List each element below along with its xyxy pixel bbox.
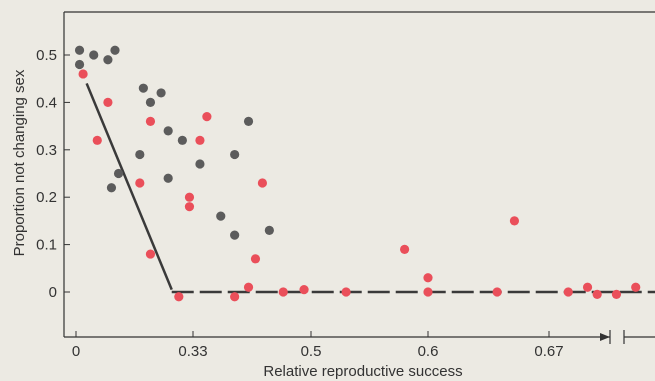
data-point-red xyxy=(184,202,195,212)
y-tick-label: 0 xyxy=(49,284,57,301)
trend-lines xyxy=(85,82,655,294)
data-point-gray xyxy=(195,159,205,169)
y-tick-label: 0.5 xyxy=(36,47,57,64)
fit-line-solid xyxy=(85,82,173,291)
data-point-red xyxy=(631,282,641,292)
data-point-red xyxy=(243,282,254,292)
data-point-gray xyxy=(156,88,166,98)
data-point-red xyxy=(202,112,212,122)
x-tick-label: 0.33 xyxy=(178,343,207,360)
data-point-red xyxy=(250,254,261,264)
data-point-red xyxy=(78,69,88,79)
data-point-gray xyxy=(135,149,145,160)
data-point-red xyxy=(509,216,520,226)
data-point-gray xyxy=(177,135,187,145)
data-point-gray xyxy=(113,168,124,179)
axis-arrow-icon xyxy=(600,333,610,341)
data-points xyxy=(74,45,641,302)
data-point-red xyxy=(195,135,205,145)
data-point-red xyxy=(582,282,593,292)
data-point-red xyxy=(611,289,622,299)
y-axis-title: Proportion not changing sex xyxy=(11,69,28,256)
data-point-red xyxy=(103,97,113,107)
data-point-red xyxy=(184,192,195,202)
data-point-gray xyxy=(110,45,120,55)
y-tick-label: 0.2 xyxy=(36,189,57,206)
y-tick-label: 0.3 xyxy=(36,142,57,159)
x-tick-label: 0.6 xyxy=(418,343,439,360)
data-point-gray xyxy=(230,149,240,160)
data-point-red xyxy=(230,292,240,302)
y-axis: 0 0.1 0.2 0.3 0.4 0.5 xyxy=(36,47,70,301)
data-point-red xyxy=(341,287,351,297)
data-point-gray xyxy=(145,97,156,107)
x-tick-label: 0 xyxy=(72,343,80,360)
data-point-gray xyxy=(89,50,99,60)
x-axis: 0 0.33 0.5 0.6 0.67 xyxy=(72,331,564,360)
data-point-red xyxy=(592,289,602,299)
data-point-gray xyxy=(103,55,113,65)
data-point-gray xyxy=(230,230,240,240)
data-point-red xyxy=(278,287,288,297)
x-axis-title: Relative reproductive success xyxy=(263,363,462,380)
data-point-red xyxy=(145,116,156,126)
data-point-red xyxy=(400,244,410,254)
data-point-gray xyxy=(106,183,117,193)
data-point-gray xyxy=(163,126,173,136)
data-point-gray xyxy=(74,59,85,70)
data-point-red xyxy=(299,285,309,295)
data-point-red xyxy=(174,292,184,302)
data-point-red xyxy=(145,249,156,259)
data-point-red xyxy=(135,178,145,188)
data-point-gray xyxy=(216,211,226,221)
data-point-red xyxy=(492,287,502,297)
x-tick-label: 0.67 xyxy=(534,343,563,360)
data-point-gray xyxy=(138,83,148,93)
data-point-red xyxy=(423,273,433,283)
data-point-red xyxy=(563,287,573,297)
data-point-gray xyxy=(243,116,254,126)
plot-frame xyxy=(63,11,655,344)
data-point-red xyxy=(257,178,268,188)
data-point-gray xyxy=(264,225,274,235)
y-tick-label: 0.1 xyxy=(36,237,57,254)
data-point-red xyxy=(92,135,102,145)
data-point-red xyxy=(423,287,433,297)
data-point-gray xyxy=(74,45,85,55)
x-tick-label: 0.5 xyxy=(301,343,322,360)
y-tick-label: 0.4 xyxy=(36,94,57,111)
data-point-gray xyxy=(163,173,173,183)
